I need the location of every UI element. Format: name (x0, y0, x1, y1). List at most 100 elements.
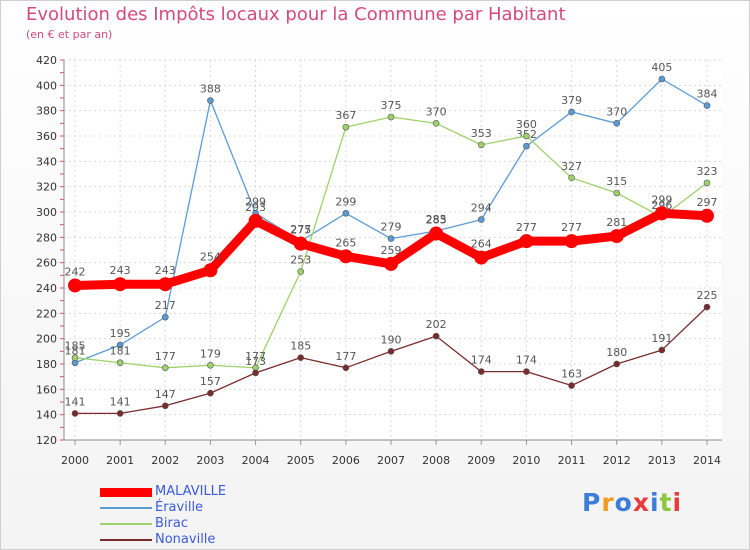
x-tick-label: 2003 (196, 454, 224, 467)
data-label-birac: 353 (471, 127, 492, 140)
data-label-birac: 253 (290, 254, 311, 267)
data-label-éraville: 195 (110, 327, 131, 340)
data-point-malaville (429, 226, 444, 241)
data-point-nonaville (703, 303, 711, 311)
data-point-malaville (158, 277, 173, 292)
data-label-malaville: 243 (110, 264, 131, 277)
data-label-éraville: 384 (697, 88, 718, 101)
data-point-birac (297, 268, 305, 275)
data-point-malaville (113, 277, 128, 292)
data-label-malaville: 264 (471, 238, 492, 251)
y-tick-label: 420 (36, 54, 57, 67)
data-label-éraville: 405 (651, 61, 672, 74)
y-tick-label: 160 (36, 383, 57, 396)
data-label-birac: 327 (561, 160, 582, 173)
data-label-malaville: 277 (516, 221, 537, 234)
data-point-birac (568, 174, 575, 182)
data-point-nonaville (116, 410, 124, 417)
y-tick-label: 180 (36, 358, 57, 371)
data-label-éraville: 299 (245, 195, 266, 208)
data-label-nonaville: 163 (561, 368, 582, 381)
logo-letter: i (672, 488, 683, 517)
data-label-éraville: 299 (335, 195, 356, 208)
y-tick-label: 140 (36, 409, 57, 422)
data-point-éraville (161, 313, 169, 321)
data-label-birac: 181 (110, 345, 131, 358)
y-tick-label: 200 (36, 333, 57, 346)
data-label-malaville: 281 (606, 216, 627, 229)
logo-letter: t (659, 488, 673, 517)
data-label-nonaville: 185 (290, 340, 311, 353)
chart-title: Evolution des Impôts locaux pour la Comm… (26, 4, 566, 25)
legend-swatch (100, 487, 152, 497)
data-label-malaville: 242 (65, 265, 86, 278)
data-label-nonaville: 173 (245, 355, 266, 368)
data-point-malaville (474, 250, 489, 265)
data-point-birac (523, 132, 530, 140)
data-point-éraville (703, 102, 711, 109)
data-label-éraville: 370 (606, 105, 627, 118)
logo-letter: x (632, 488, 650, 517)
data-point-éraville (568, 108, 575, 116)
logo-letter: P (582, 488, 602, 517)
legend-swatch (100, 523, 152, 525)
data-label-malaville: 283 (426, 214, 447, 227)
data-label-éraville: 379 (561, 94, 582, 107)
y-tick-label: 340 (36, 155, 57, 168)
data-point-éraville (342, 209, 350, 217)
data-point-éraville (658, 75, 666, 83)
x-tick-label: 2006 (332, 454, 360, 467)
chart-subtitle: (en € et par an) (26, 28, 113, 41)
data-point-birac (477, 141, 485, 149)
data-point-nonaville (297, 354, 305, 361)
data-label-malaville: 254 (200, 250, 221, 263)
data-point-éraville (387, 235, 395, 242)
y-tick-label: 300 (36, 206, 57, 219)
x-tick-label: 2013 (648, 454, 676, 467)
data-point-birac (703, 179, 711, 187)
x-tick-label: 2008 (422, 454, 450, 467)
data-point-nonaville (568, 382, 575, 389)
data-point-birac (71, 354, 79, 361)
y-tick-label: 220 (36, 307, 57, 320)
y-tick-label: 360 (36, 130, 57, 143)
data-label-nonaville: 141 (65, 395, 86, 408)
data-label-nonaville: 147 (155, 388, 176, 401)
data-label-éraville: 217 (155, 299, 176, 312)
data-label-nonaville: 225 (697, 289, 718, 302)
data-label-birac: 360 (516, 118, 537, 131)
data-point-éraville (613, 120, 621, 127)
data-point-nonaville (342, 364, 350, 372)
y-tick-label: 240 (36, 282, 57, 295)
x-tick-label: 2010 (512, 454, 540, 467)
y-tick-label: 320 (36, 181, 57, 194)
data-point-éraville (523, 142, 530, 150)
data-label-malaville: 275 (290, 224, 311, 237)
data-point-malaville (203, 263, 218, 278)
data-label-birac: 323 (697, 165, 718, 178)
data-label-malaville: 265 (335, 236, 356, 249)
data-label-birac: 179 (200, 347, 221, 360)
data-label-éraville: 294 (471, 202, 492, 215)
data-label-birac: 370 (426, 105, 447, 118)
data-label-malaville: 293 (245, 201, 266, 214)
data-label-malaville: 277 (561, 221, 582, 234)
x-tick-label: 2011 (558, 454, 586, 467)
logo-letter: o (614, 488, 633, 517)
legend-swatch (100, 539, 152, 541)
data-label-birac: 177 (155, 350, 176, 363)
data-point-nonaville (432, 332, 440, 340)
data-label-nonaville: 174 (471, 354, 492, 367)
data-label-birac: 315 (606, 175, 627, 188)
legend-label: Éraville (155, 500, 204, 515)
data-point-nonaville (161, 402, 169, 410)
legend-label: Birac (155, 516, 188, 531)
y-tick-label: 260 (36, 257, 57, 270)
proxiti-logo: Proxiti (582, 488, 682, 517)
x-tick-label: 2009 (467, 454, 495, 467)
data-point-malaville (384, 256, 398, 271)
data-point-éraville (116, 341, 124, 349)
data-label-malaville: 259 (381, 244, 402, 257)
data-label-nonaville: 180 (606, 346, 627, 359)
